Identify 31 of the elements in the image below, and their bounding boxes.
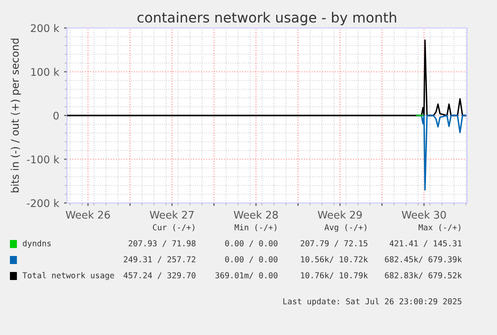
x-tick-label: Week 27	[150, 210, 194, 219]
text: 682.45k/ 679.39k	[384, 256, 462, 263]
y-tick-label: 0	[53, 112, 59, 120]
text: Avg (-/+)	[324, 224, 366, 232]
x-tick-label: Week 26	[66, 210, 110, 219]
y-tick-label: 100 k	[31, 68, 60, 76]
text: 207.93 / 71.98	[128, 240, 196, 247]
text: 249.31 / 257.72	[124, 256, 196, 263]
text: 207.79 / 72.15	[300, 240, 368, 247]
x-tick-label: Week 28	[234, 210, 278, 219]
text: Cur (-/+)	[152, 224, 194, 232]
text: Min (-/+)	[234, 224, 276, 232]
text: Last update: Sat Jul 26 23:00:29 2025	[283, 298, 462, 306]
y-tick-label: -100 k	[26, 155, 60, 164]
text: 10.56k/ 10.72k	[301, 256, 368, 263]
text: 421.41 / 145.31	[390, 240, 462, 247]
text: 10.76k/ 10.79k	[301, 272, 368, 279]
legend-label: Total network usage	[22, 272, 114, 280]
text: 682.83k/ 679.52k	[384, 272, 462, 279]
y-tick-label: 200 k	[30, 24, 60, 32]
text: 0.00 / 0.00	[225, 256, 278, 263]
text: 457.24 / 329.70	[124, 272, 196, 279]
x-tick-label: Week 29	[318, 210, 362, 219]
legend-label: dyndns	[22, 240, 51, 248]
text: Max (-/+)	[418, 224, 460, 232]
chart-title: containers network usage - by month	[137, 12, 396, 26]
y-axis-title: bits in (-) / out (+) per second	[10, 38, 21, 192]
y-tick-label: -200 k	[26, 199, 60, 208]
text: 369.01m/ 0.00	[215, 272, 278, 279]
x-tick-label: Week 30	[402, 210, 446, 219]
text: 0.00 / 0.00	[225, 240, 278, 247]
